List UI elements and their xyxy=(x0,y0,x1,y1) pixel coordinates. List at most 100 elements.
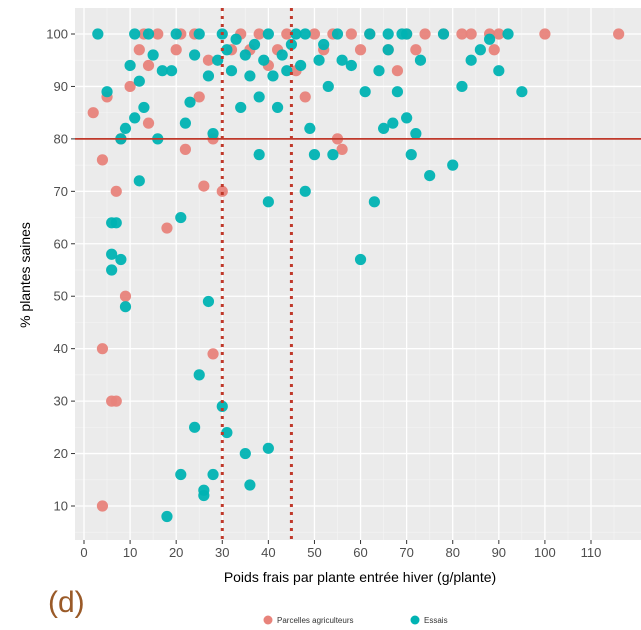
point-essais xyxy=(391,86,404,98)
point-essais xyxy=(331,28,344,40)
point-essais xyxy=(262,196,274,208)
point-parcelles xyxy=(96,343,109,355)
point-essais xyxy=(248,38,261,51)
point-parcelles xyxy=(161,222,173,234)
point-parcelles xyxy=(336,143,348,155)
point-parcelles xyxy=(179,143,191,155)
y-tick-label: 40 xyxy=(54,341,68,356)
point-essais xyxy=(327,149,339,161)
point-essais xyxy=(405,149,417,161)
point-essais xyxy=(285,38,298,51)
point-essais xyxy=(382,44,394,56)
point-parcelles xyxy=(124,80,136,93)
panel-background xyxy=(75,8,641,540)
data-points xyxy=(87,28,625,523)
y-tick-label: 60 xyxy=(54,236,68,251)
point-essais xyxy=(516,86,528,98)
point-essais xyxy=(156,65,168,77)
reference-lines xyxy=(75,8,641,540)
y-axis-title: % plantes saines xyxy=(17,222,33,328)
point-essais xyxy=(124,59,136,72)
point-essais xyxy=(258,54,270,66)
point-parcelles xyxy=(345,28,357,40)
point-parcelles xyxy=(465,28,477,40)
y-tick-label: 20 xyxy=(54,446,68,461)
point-essais xyxy=(364,28,376,40)
point-essais xyxy=(179,117,191,129)
point-parcelles xyxy=(253,28,265,40)
point-essais xyxy=(133,175,145,187)
x-tick-label: 60 xyxy=(353,545,367,560)
point-parcelles xyxy=(142,59,155,72)
point-essais xyxy=(147,49,159,61)
point-essais xyxy=(437,28,450,40)
point-essais xyxy=(239,447,251,460)
legend-label: Essais xyxy=(424,616,448,625)
grid-lines xyxy=(75,8,641,540)
point-essais xyxy=(387,117,399,129)
point-essais xyxy=(119,301,132,313)
point-parcelles xyxy=(308,28,321,40)
point-essais xyxy=(175,468,187,481)
y-tick-label: 10 xyxy=(54,499,68,514)
point-parcelles xyxy=(613,28,625,40)
legend: Parcelles agriculteurs Essais xyxy=(263,615,448,625)
x-tick-label: 70 xyxy=(399,545,413,560)
y-tick-label: 70 xyxy=(54,184,68,199)
x-tick-label: 50 xyxy=(307,545,321,560)
x-tick-label: 110 xyxy=(581,545,602,560)
point-essais xyxy=(165,65,178,77)
point-essais xyxy=(359,86,371,98)
x-axis-title: Poids frais par plante entrée hiver (g/p… xyxy=(224,569,496,585)
point-essais xyxy=(239,49,251,61)
y-tick-label: 90 xyxy=(54,79,68,94)
point-essais xyxy=(299,185,311,197)
point-essais xyxy=(170,28,182,40)
point-essais xyxy=(216,400,228,412)
point-essais xyxy=(410,128,422,140)
point-essais xyxy=(262,442,274,454)
point-essais xyxy=(456,80,468,93)
point-essais xyxy=(253,91,265,103)
point-essais xyxy=(212,54,224,66)
x-tick-label: 80 xyxy=(445,545,459,560)
point-essais xyxy=(106,248,118,260)
point-parcelles xyxy=(354,44,367,56)
x-tick-label: 40 xyxy=(261,545,275,560)
point-essais xyxy=(424,170,436,182)
x-tick-label: 0 xyxy=(80,545,87,560)
x-tick-labels: 0 10 20 30 40 50 60 70 80 90 100 110 xyxy=(80,540,601,560)
point-parcelles xyxy=(133,44,145,56)
point-essais xyxy=(267,70,279,82)
point-essais xyxy=(281,65,293,77)
point-essais xyxy=(336,54,348,66)
point-essais xyxy=(225,65,238,77)
point-essais xyxy=(101,86,113,98)
point-parcelles xyxy=(119,290,132,302)
legend-label: Parcelles agriculteurs xyxy=(277,616,353,625)
panel-label: (d) xyxy=(48,586,85,619)
x-tick-label: 90 xyxy=(492,545,506,560)
point-parcelles xyxy=(539,28,551,40)
point-essais xyxy=(304,122,316,134)
point-essais xyxy=(474,44,486,56)
point-essais xyxy=(484,33,496,45)
point-essais xyxy=(313,54,325,66)
point-essais xyxy=(221,426,233,439)
point-essais xyxy=(299,28,311,40)
point-essais xyxy=(368,196,380,208)
point-essais xyxy=(221,44,233,56)
x-tick-label: 30 xyxy=(215,545,229,560)
point-essais xyxy=(493,65,505,77)
y-tick-labels: 10 20 30 40 50 60 70 80 90 100 xyxy=(46,27,75,514)
point-parcelles xyxy=(488,44,500,56)
point-essais xyxy=(373,65,385,77)
point-parcelles xyxy=(96,500,109,512)
point-essais xyxy=(465,54,477,66)
point-parcelles xyxy=(281,28,293,40)
point-essais xyxy=(184,96,196,108)
point-parcelles xyxy=(198,180,210,192)
point-essais xyxy=(253,149,265,161)
point-essais xyxy=(110,217,122,229)
